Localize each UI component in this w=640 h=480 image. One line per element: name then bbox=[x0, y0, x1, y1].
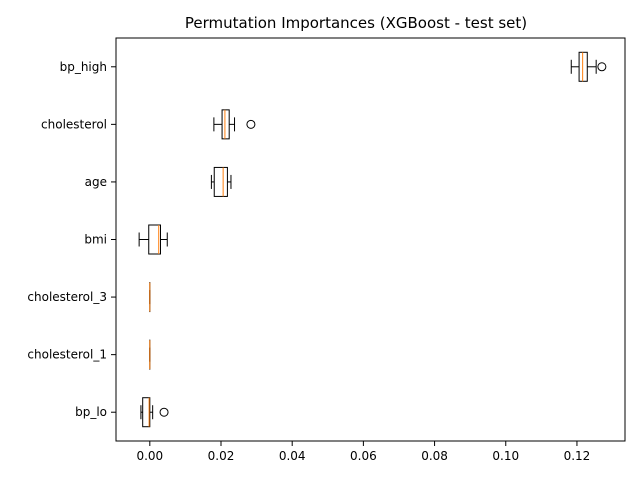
outlier-point bbox=[246, 119, 256, 129]
box-iqr bbox=[578, 51, 588, 82]
box-bp_lo bbox=[140, 397, 169, 428]
y-tick-label: cholesterol bbox=[41, 117, 107, 131]
x-tick-label: 0.00 bbox=[136, 449, 163, 463]
y-tick-label: cholesterol_3 bbox=[27, 290, 107, 304]
outlier-point bbox=[159, 407, 169, 417]
box-iqr bbox=[142, 397, 151, 428]
y-axis: bp_high cholesterol age bmi cholesterol_3cho… bbox=[27, 60, 116, 419]
x-tick-label: 0.04 bbox=[279, 449, 306, 463]
box-age bbox=[210, 166, 232, 197]
x-tick-label: 0.02 bbox=[208, 449, 235, 463]
plot-area bbox=[138, 51, 607, 428]
y-tick-label: bmi bbox=[84, 233, 107, 247]
box-bp_high bbox=[570, 51, 607, 82]
outlier-point bbox=[597, 62, 607, 72]
box-iqr bbox=[221, 109, 230, 140]
x-tick-label: 0.12 bbox=[564, 449, 591, 463]
box-iqr bbox=[148, 224, 161, 255]
y-tick-label: bp_high bbox=[60, 60, 107, 74]
box-cholesterol bbox=[213, 109, 256, 140]
y-tick-label: cholesterol_1 bbox=[27, 348, 107, 362]
x-tick-label: 0.10 bbox=[492, 449, 519, 463]
chart-title: Permutation Importances (XGBoost - test … bbox=[185, 14, 527, 32]
x-tick-label: 0.06 bbox=[350, 449, 377, 463]
box-iqr bbox=[213, 166, 228, 197]
x-axis: 0.00 0.02 0.04 0.06 0.08 0.10 0.12 bbox=[136, 441, 590, 463]
plot-frame bbox=[115, 37, 626, 442]
box-bmi bbox=[138, 224, 168, 255]
y-tick-label: age bbox=[85, 175, 107, 189]
y-tick-label: bp_lo bbox=[75, 405, 107, 419]
x-tick-label: 0.08 bbox=[421, 449, 448, 463]
